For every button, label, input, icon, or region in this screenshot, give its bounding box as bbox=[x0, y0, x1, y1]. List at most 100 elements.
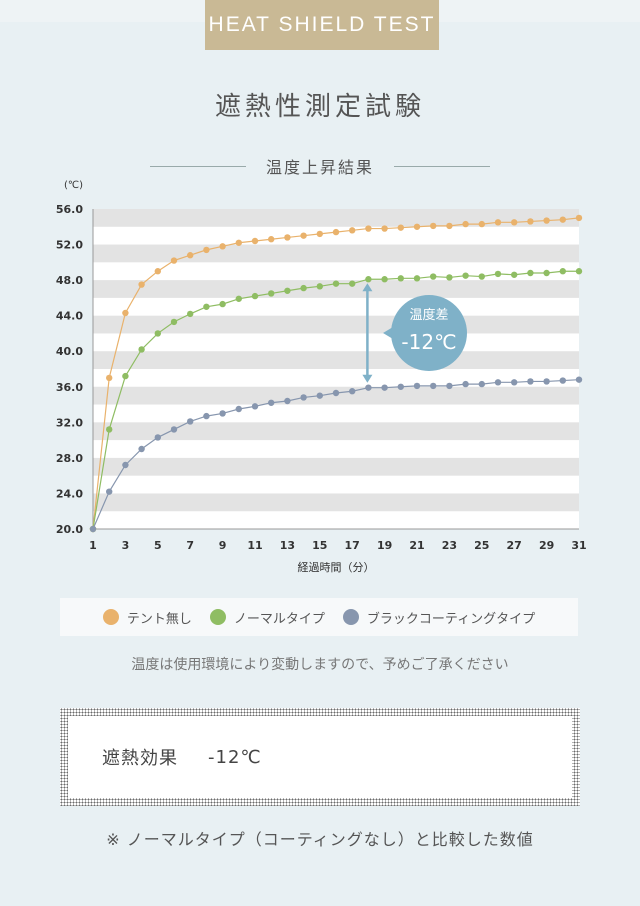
subtitle-line-right bbox=[394, 165, 491, 167]
data-point-0 bbox=[203, 246, 210, 254]
data-point-2 bbox=[219, 410, 226, 417]
temperature-chart: 20.0 24.0 28.0 32.0 36.0 40.0 44.0 48.0 52.0 56.0… bbox=[56, 203, 587, 574]
data-point-0 bbox=[235, 239, 242, 246]
data-point-1 bbox=[543, 269, 550, 277]
footnote: ※ ノーマルタイプ（コーティングなし）と比較した数値 bbox=[106, 830, 534, 849]
grid-band bbox=[93, 493, 579, 512]
data-point-1 bbox=[284, 287, 291, 294]
data-point-0 bbox=[154, 268, 161, 275]
chart-subtitle-row: 温度上昇結果 bbox=[150, 154, 491, 178]
y-tick-label: 32.0 bbox=[56, 416, 83, 429]
x-tick-label: 3 bbox=[122, 539, 130, 552]
x-axis-label: 経過時間（分） bbox=[298, 561, 375, 574]
page-title: 遮熱性測定試験 bbox=[214, 92, 425, 122]
data-point-1 bbox=[559, 268, 566, 275]
data-point-1 bbox=[106, 426, 113, 433]
data-point-1 bbox=[316, 283, 323, 290]
data-point-2 bbox=[365, 384, 372, 391]
x-tick-label: 15 bbox=[312, 539, 327, 552]
x-tick-label: 17 bbox=[345, 539, 360, 552]
data-point-0 bbox=[559, 216, 566, 223]
data-point-1 bbox=[300, 284, 307, 292]
chart-subtitle: 温度上昇結果 bbox=[266, 158, 375, 177]
subtitle-line-left bbox=[150, 165, 246, 167]
data-point-1 bbox=[413, 275, 421, 282]
y-tick-label: 20.0 bbox=[56, 523, 83, 536]
data-point-0 bbox=[268, 236, 275, 243]
data-point-2 bbox=[413, 382, 421, 390]
callout-bubble bbox=[391, 295, 467, 371]
data-point-2 bbox=[527, 378, 534, 385]
legend-label-normal: ノーマルタイプ bbox=[233, 611, 325, 627]
x-tick-label: 23 bbox=[442, 539, 457, 552]
y-tick-label: 36.0 bbox=[56, 381, 83, 394]
grid-band bbox=[93, 280, 579, 298]
data-point-0 bbox=[219, 243, 226, 250]
data-point-1 bbox=[154, 330, 161, 337]
data-point-2 bbox=[187, 418, 194, 425]
legend-dot-blue bbox=[342, 609, 359, 625]
x-tick-label: 11 bbox=[247, 539, 262, 552]
data-point-0 bbox=[349, 227, 356, 234]
difference-arrow-head-up bbox=[362, 283, 373, 292]
data-point-2 bbox=[332, 389, 340, 397]
data-point-0 bbox=[106, 374, 113, 382]
section-badge: HEAT SHIELD TEST bbox=[205, 0, 439, 50]
data-point-2 bbox=[381, 384, 388, 391]
data-point-1 bbox=[462, 272, 469, 279]
y-tick-label: 28.0 bbox=[56, 452, 83, 465]
legend-label-no-tent: テント無し bbox=[126, 611, 192, 627]
data-point-2 bbox=[511, 379, 518, 386]
data-point-2 bbox=[543, 378, 550, 385]
x-tick-label: 1 bbox=[89, 539, 97, 552]
grid-band bbox=[93, 351, 579, 369]
data-point-1 bbox=[219, 300, 226, 308]
data-point-2 bbox=[170, 426, 178, 433]
grid-band bbox=[93, 422, 579, 441]
legend-label-black-coating: ブラックコーティングタイプ bbox=[366, 611, 536, 627]
x-tick-label: 29 bbox=[539, 539, 554, 552]
data-point-2 bbox=[430, 382, 437, 390]
legend-item-normal: ノーマルタイプ bbox=[209, 608, 325, 627]
y-tick-label: 48.0 bbox=[56, 274, 83, 287]
data-point-1 bbox=[268, 290, 275, 297]
legend-dot-orange bbox=[102, 609, 119, 625]
data-point-2 bbox=[154, 434, 161, 441]
data-point-1 bbox=[187, 310, 194, 318]
data-point-1 bbox=[397, 275, 404, 282]
data-point-0 bbox=[543, 217, 550, 224]
data-point-2 bbox=[397, 383, 404, 390]
effect-box: 遮熱効果 -12℃ bbox=[60, 708, 580, 806]
data-point-1 bbox=[575, 268, 583, 275]
grid-band bbox=[93, 244, 579, 263]
data-point-0 bbox=[170, 257, 178, 264]
data-point-1 bbox=[349, 280, 356, 287]
data-point-1 bbox=[235, 295, 242, 302]
y-axis-unit: (℃) bbox=[64, 180, 84, 191]
data-point-0 bbox=[284, 234, 291, 241]
grid-band bbox=[93, 315, 579, 334]
data-point-2 bbox=[478, 380, 485, 388]
data-point-1 bbox=[170, 318, 178, 326]
callout-value: -12℃ bbox=[401, 330, 456, 354]
data-point-2 bbox=[316, 392, 323, 399]
data-point-0 bbox=[251, 237, 259, 245]
data-point-0 bbox=[332, 228, 340, 236]
legend-item-black-coating: ブラックコーティングタイプ bbox=[342, 608, 536, 627]
data-point-0 bbox=[527, 218, 534, 225]
data-point-0 bbox=[381, 225, 388, 232]
data-point-2 bbox=[268, 399, 275, 406]
y-tick-label: 40.0 bbox=[56, 345, 83, 358]
x-tick-label: 25 bbox=[474, 539, 489, 552]
y-tick-label: 24.0 bbox=[56, 487, 83, 500]
data-point-0 bbox=[430, 222, 437, 230]
data-point-2 bbox=[300, 394, 307, 401]
data-point-1 bbox=[446, 274, 453, 281]
grid-band bbox=[93, 209, 579, 227]
effect-label: 遮熱効果 bbox=[102, 748, 178, 769]
x-tick-label: 9 bbox=[219, 539, 227, 552]
y-tick-label: 56.0 bbox=[56, 203, 83, 216]
data-point-0 bbox=[365, 225, 372, 232]
data-point-0 bbox=[511, 219, 518, 226]
data-point-0 bbox=[575, 214, 583, 222]
